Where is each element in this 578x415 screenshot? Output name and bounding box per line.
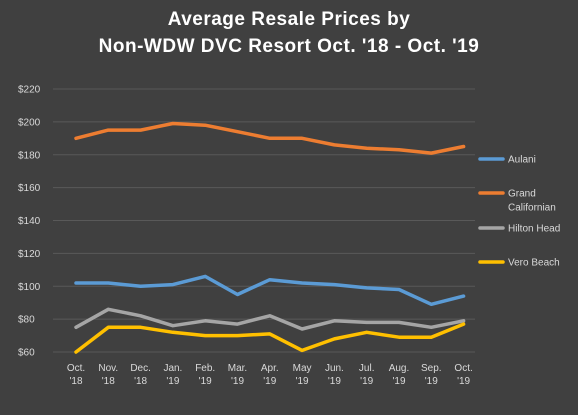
- x-tick-label: Jun. '19: [325, 363, 344, 387]
- y-tick-label: $60: [18, 348, 35, 359]
- series-line-aulani: [74, 274, 466, 307]
- legend-label-aulani: Aulani: [508, 155, 536, 166]
- y-tick-label: $220: [18, 85, 41, 96]
- chart-title-line-1: Average Resale Prices by: [167, 9, 411, 30]
- series-line-grand-californian: [74, 121, 466, 155]
- legend-label-vero-beach: Vero Beach: [508, 258, 560, 269]
- y-tick-label: $160: [18, 183, 41, 194]
- series-line-hilton-head: [74, 307, 466, 331]
- x-tick-label: Nov. '18: [98, 363, 118, 387]
- y-tick-label: $80: [18, 315, 35, 326]
- legend-label-hilton-head: Hilton Head: [508, 224, 560, 235]
- y-tick-label: $140: [18, 216, 41, 227]
- x-tick-label: Dec. '18: [130, 363, 151, 387]
- y-tick-label: $180: [18, 150, 41, 161]
- series-line-vero-beach: [74, 322, 466, 354]
- x-tick-label: Oct. '18: [67, 363, 85, 387]
- x-tick-label: May '19: [293, 363, 312, 387]
- y-tick-label: $120: [18, 249, 41, 260]
- x-tick-label: Sep. '19: [421, 363, 442, 387]
- x-tick-label: Apr. '19: [261, 363, 279, 387]
- y-tick-label: $200: [18, 117, 41, 128]
- legend-label-grand-californian: Grand Californian: [508, 189, 556, 214]
- x-tick-label: Oct. '19: [454, 363, 472, 387]
- x-tick-label: Jul. '19: [359, 363, 375, 387]
- y-tick-label: $100: [18, 282, 41, 293]
- chart-title-line-2: Non-WDW DVC Resort Oct. '18 - Oct. '19: [98, 36, 480, 57]
- x-tick-label: Mar. '19: [228, 363, 247, 387]
- x-tick-label: Feb. '19: [195, 363, 215, 387]
- x-tick-label: Aug. '19: [389, 363, 410, 387]
- x-tick-label: Jan. '19: [163, 363, 182, 387]
